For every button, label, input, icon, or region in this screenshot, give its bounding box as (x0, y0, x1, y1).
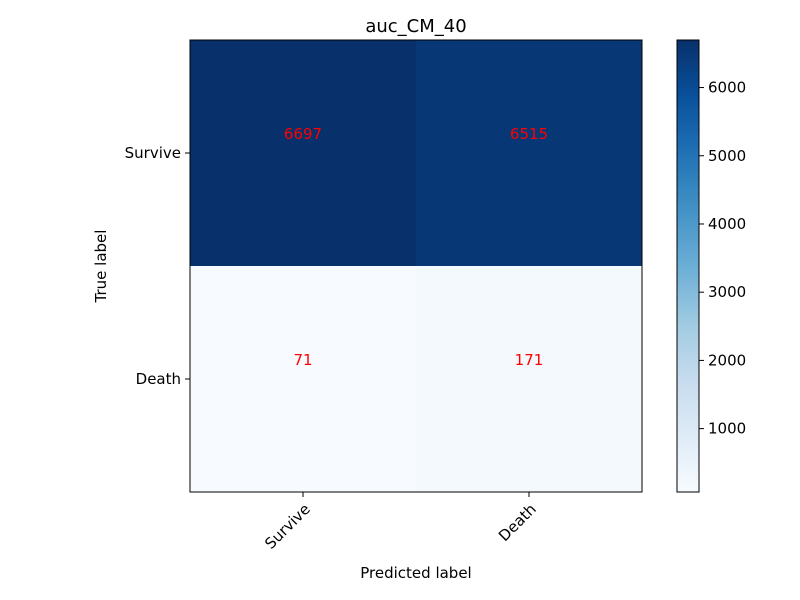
colorbar-ticks: 1000 2000 3000 4000 5000 6000 (699, 79, 746, 438)
heatmap-cell-0-0 (190, 40, 416, 266)
cell-value-label-0-1: 6515 (510, 125, 548, 143)
x-tick-label-0: Survive (261, 500, 314, 553)
colorbar-tick-label-2: 3000 (708, 283, 746, 301)
colorbar-tick-label-3: 4000 (708, 215, 746, 233)
cell-value-label-1-0: 71 (293, 351, 312, 369)
x-axis-ticks: Survive Death (261, 492, 540, 553)
y-axis-ticks: Survive Death (125, 144, 190, 388)
cell-value-label-1-1: 171 (515, 351, 544, 369)
colorbar-tick-label-4: 5000 (708, 147, 746, 165)
chart-title: auc_CM_40 (365, 16, 466, 37)
y-axis-label: True label (92, 230, 110, 304)
x-tick-label-1: Death (495, 500, 540, 545)
colorbar-tick-label-0: 1000 (708, 420, 746, 438)
colorbar (676, 39, 700, 493)
y-tick-label-1: Death (136, 370, 181, 388)
cell-value-label-0-0: 6697 (284, 125, 322, 143)
colorbar-tick-label-5: 6000 (708, 79, 746, 97)
heatmap-cell-0-1 (416, 40, 642, 266)
heatmap-cells (190, 40, 642, 492)
heatmap-cell-1-0 (190, 266, 416, 492)
heatmap-cell-1-1 (416, 266, 642, 492)
cell-value-labels: 6697 6515 71 171 (284, 125, 548, 369)
x-axis-label: Predicted label (360, 564, 471, 582)
y-tick-label-0: Survive (125, 144, 181, 162)
plot-frame (189, 39, 643, 493)
colorbar-tick-label-1: 2000 (708, 351, 746, 369)
